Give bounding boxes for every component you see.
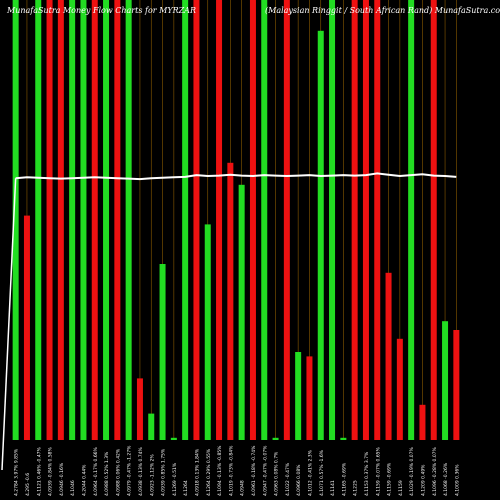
- flow-bar: [114, 0, 121, 440]
- x-tick-label: 4.1141: [330, 480, 336, 496]
- x-tick-label: 4.1022 -0.47%: [285, 462, 291, 496]
- flow-bar: [442, 321, 449, 440]
- x-tick-label: 4.1009 0.36%: [454, 464, 460, 496]
- flow-bar: [340, 437, 347, 440]
- x-tick-label: 4.1159: [398, 480, 404, 496]
- flow-bar: [317, 30, 324, 441]
- flow-bar: [453, 330, 460, 440]
- x-axis-labels: 4.2784 3.97% 9.85% 4.295 -0.6 4.1121 0.46%…: [14, 445, 461, 496]
- flow-bar: [46, 0, 53, 440]
- flow-bar: [23, 215, 30, 440]
- flow-bar: [125, 0, 132, 440]
- x-tick-label: 4.2044 0.44%: [81, 464, 87, 496]
- flow-bar: [408, 0, 415, 440]
- x-tick-label: 4.0946 -0.16%: [59, 462, 65, 496]
- x-tick-label: 4.1068 -0.26%: [443, 462, 449, 496]
- x-tick-label: 4.1269 -0.51%: [172, 462, 178, 496]
- flow-bar: [170, 437, 177, 440]
- flow-bar: [69, 0, 76, 440]
- flow-bar: [419, 404, 426, 440]
- flow-bar: [148, 413, 155, 440]
- flow-bar: [182, 0, 189, 440]
- x-tick-label: 4.1094 -0.13% -0.85%: [217, 445, 223, 496]
- flow-bar: [374, 0, 381, 440]
- x-tick-label: 4.0938 -0.13% 0.74%: [138, 446, 144, 496]
- flow-bar: [35, 0, 42, 440]
- x-tick-label: 4.0964 -0.17% 0.66%: [93, 446, 99, 496]
- chart-title: MunafaSutra Money Flow Charts for MYRZAR: [7, 6, 196, 15]
- flow-bar: [261, 0, 268, 440]
- x-tick-label: 4.1046: [70, 480, 76, 496]
- flow-bar: [12, 0, 19, 440]
- flow-bar: [283, 0, 290, 440]
- x-tick-label: 4.0963 0.08% 0.7%: [274, 451, 280, 496]
- x-tick-label: 4.1121 0.46% -0.47%: [36, 446, 42, 496]
- x-tick-label: 4.0988 0.52% 1.3%: [104, 451, 110, 496]
- x-tick-label: 4.1012 -0.41% 2.3%: [307, 449, 313, 496]
- x-tick-label: 4.0947 -0.47% -0.07%: [262, 445, 268, 496]
- x-tick-label: 4.1159 -0.69%: [387, 462, 393, 496]
- flow-bar: [216, 0, 223, 440]
- x-tick-label: 4.0923 -1.12% 2%: [149, 454, 155, 496]
- flow-bar: [204, 224, 211, 440]
- x-tick-label: 4.0948: [240, 480, 246, 496]
- flow-bar: [227, 162, 234, 441]
- x-tick-label: 4.1096 -0.28% 0.07%: [432, 446, 438, 496]
- x-tick-label: 4.1264: [183, 480, 189, 496]
- flow-bar: [385, 272, 392, 440]
- x-tick-label: 4.1159 -0.07% 0.65%: [375, 446, 381, 496]
- price-line-series: [1, 172, 457, 471]
- x-tick-label: 4.0961 -0.18% -0.74%: [251, 445, 257, 496]
- flow-bar: [57, 0, 64, 440]
- flow-bar: [295, 352, 302, 440]
- flow-bar: [80, 0, 87, 440]
- x-tick-label: 4.1153 0.37% 3.7%: [364, 451, 370, 496]
- x-tick-label: 4.1071 0.57% -1.6%: [319, 449, 325, 496]
- flow-bar: [306, 356, 313, 440]
- x-tick-label: 4.0939 -0.84% 0.58%: [48, 446, 54, 496]
- flow-bar: [396, 338, 403, 440]
- flow-bar: [91, 0, 98, 440]
- flow-bar: [272, 437, 279, 440]
- flow-bar: [351, 0, 358, 440]
- x-tick-label: 4.0966 0.08%: [296, 464, 302, 496]
- chart-subtitle: (Malaysian Ringgit / South African Rand)…: [265, 6, 500, 15]
- x-tick-label: 4.295 -0.6: [25, 473, 31, 496]
- x-tick-label: 4.0979 -0.47% -1.27%: [127, 445, 133, 496]
- price-line-lead: [1, 178, 17, 471]
- bar-series: [12, 0, 460, 441]
- flow-bar: [238, 184, 245, 440]
- flow-bar: [430, 0, 437, 440]
- flow-bar: [362, 0, 369, 440]
- x-tick-label: 4.0939 0.85% 1.75%: [161, 448, 167, 496]
- flow-bar: [249, 0, 256, 440]
- flow-bar: [159, 264, 166, 440]
- x-tick-label: 4.0918 0.13% 1.84%: [194, 448, 200, 496]
- x-tick-label: 4.1029 -0.19% 0.07%: [409, 446, 415, 496]
- x-tick-label: 4.1209 0.49%: [420, 464, 426, 496]
- price-line: [15, 172, 457, 181]
- x-tick-label: 4.2784 3.97% 9.85%: [14, 448, 20, 496]
- x-tick-label: 4.1264 0.29% 0.55%: [206, 448, 212, 496]
- x-tick-label: 4.0988 0.06% 0.42%: [115, 448, 121, 496]
- flow-bar: [136, 378, 143, 440]
- flow-bar: [193, 0, 200, 440]
- x-tick-label: 4.1019 -0.73% -0.84%: [228, 445, 234, 496]
- x-tick-label: 4.1225: [353, 480, 359, 496]
- flow-bar: [329, 0, 336, 440]
- flow-bar: [103, 0, 110, 440]
- x-tick-label: 4.1165 -0.69%: [341, 462, 347, 496]
